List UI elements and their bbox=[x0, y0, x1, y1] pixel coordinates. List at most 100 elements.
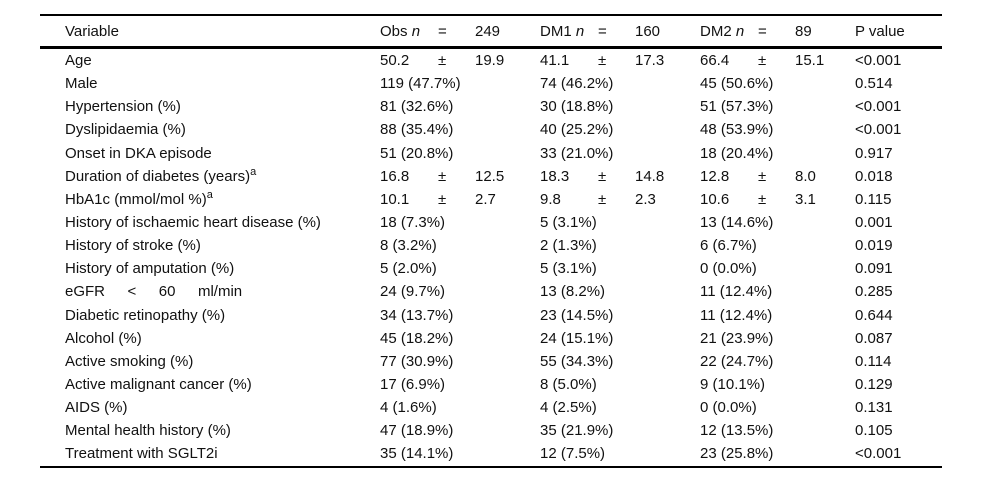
group-count-dm2: 89 bbox=[795, 22, 812, 40]
cell-dm1: 55 (34.3%) bbox=[540, 352, 614, 370]
cell-dm2: 18 (20.4%) bbox=[700, 144, 774, 162]
table-header-row: Variable Obs n = 249 DM1 n = 160 DM2 n =… bbox=[40, 16, 942, 46]
group-name-dm2: DM2 n bbox=[700, 22, 745, 40]
sd-value: 12.5 bbox=[475, 167, 505, 185]
mean-value: 10.6 bbox=[700, 190, 730, 208]
cell-dm2: 9 (10.1%) bbox=[700, 376, 766, 394]
table-body: Age 50.2 ±19.9 41.1 ±17.3 66.4 ±15.1 <0.001 Male… bbox=[40, 49, 942, 466]
footnote-marker: a bbox=[206, 188, 213, 201]
cell-pvalue: 0.105 bbox=[855, 422, 893, 440]
cell-obs: 10.1 ±2.7 bbox=[380, 191, 540, 208]
sd-value: 8.0 bbox=[795, 167, 816, 185]
plus-minus-symbol: ± bbox=[438, 52, 447, 70]
cell-dm2: 23 (25.8%) bbox=[700, 445, 774, 463]
cell-dm2: 21 (23.9%) bbox=[700, 329, 774, 347]
mean-value: 9.8 bbox=[540, 190, 561, 208]
n-symbol: n bbox=[575, 22, 585, 40]
sd-value: 14.8 bbox=[635, 167, 665, 185]
cell-dm1: 74 (46.2%) bbox=[540, 75, 614, 93]
cell-obs: 119 (47.7%) bbox=[380, 75, 461, 93]
row-label: eGFR < 60 ml/min bbox=[65, 283, 243, 301]
cell-dm1: 5 (3.1%) bbox=[540, 260, 597, 278]
table-row: AIDS (%) 4 (1.6%) 4 (2.5%) 0 (0.0%) 0.131 bbox=[40, 396, 942, 419]
group-count-obs: 249 bbox=[475, 22, 501, 40]
cell-obs: 45 (18.2%) bbox=[380, 329, 454, 347]
plus-minus-symbol: ± bbox=[758, 167, 767, 185]
cell-obs: 5 (2.0%) bbox=[380, 260, 437, 278]
row-label: Dyslipidaemia (%) bbox=[65, 121, 186, 139]
table-row: Alcohol (%) 45 (18.2%) 24 (15.1%) 21 (23.9%… bbox=[40, 327, 942, 350]
cell-pvalue: <0.001 bbox=[855, 445, 902, 463]
row-label: Active malignant cancer (%) bbox=[65, 376, 252, 394]
mean-value: 50.2 bbox=[380, 52, 410, 70]
cell-pvalue: 0.018 bbox=[855, 167, 893, 185]
plus-minus-symbol: ± bbox=[758, 190, 767, 208]
cell-obs: 34 (13.7%) bbox=[380, 306, 454, 324]
cell-pvalue: 0.514 bbox=[855, 75, 893, 93]
mean-value: 12.8 bbox=[700, 167, 730, 185]
cell-pvalue: 0.285 bbox=[855, 283, 893, 301]
cell-dm1: 8 (5.0%) bbox=[540, 376, 597, 394]
cell-dm1: 4 (2.5%) bbox=[540, 399, 597, 417]
table-row: Mental health history (%) 47 (18.9%) 35 (2… bbox=[40, 419, 942, 442]
row-label: Hypertension (%) bbox=[65, 98, 181, 116]
table-row: History of stroke (%) 8 (3.2%) 2 (1.3%) 6 (… bbox=[40, 234, 942, 257]
cell-pvalue: 0.091 bbox=[855, 260, 893, 278]
table-top-rule bbox=[40, 14, 942, 16]
cell-pvalue: <0.001 bbox=[855, 121, 902, 139]
table-row: Active malignant cancer (%) 17 (6.9%) 8 (5… bbox=[40, 373, 942, 396]
cell-dm2: 6 (6.7%) bbox=[700, 237, 757, 255]
cell-obs: 4 (1.6%) bbox=[380, 399, 437, 417]
table-row: Hypertension (%) 81 (32.6%) 30 (18.8%) 51 (… bbox=[40, 95, 942, 118]
sd-value: 2.3 bbox=[635, 190, 656, 208]
cell-dm2: 51 (57.3%) bbox=[700, 98, 774, 116]
cell-pvalue: 0.115 bbox=[855, 190, 892, 208]
table-row: Treatment with SGLT2i 35 (14.1%) 12 (7.5%)… bbox=[40, 442, 942, 465]
cell-dm1: 23 (14.5%) bbox=[540, 306, 614, 324]
cell-dm2: 12 (13.5%) bbox=[700, 422, 774, 440]
row-label: AIDS (%) bbox=[65, 399, 128, 417]
sd-value: 17.3 bbox=[635, 52, 665, 70]
cell-obs: 17 (6.9%) bbox=[380, 376, 446, 394]
table-row: History of ischaemic heart disease (%) 18… bbox=[40, 211, 942, 234]
group-count-dm1: 160 bbox=[635, 22, 661, 40]
cell-dm1: 12 (7.5%) bbox=[540, 445, 606, 463]
cell-dm1: 35 (21.9%) bbox=[540, 422, 614, 440]
table-row: Active smoking (%) 77 (30.9%) 55 (34.3%) 22… bbox=[40, 350, 942, 373]
cell-obs: 18 (7.3%) bbox=[380, 214, 446, 232]
cell-dm1: 30 (18.8%) bbox=[540, 98, 614, 116]
table-row: History of amputation (%) 5 (2.0%) 5 (3.1%… bbox=[40, 257, 942, 280]
row-label: HbA1c (mmol/mol %)a bbox=[65, 188, 213, 208]
equals-sign: = bbox=[758, 22, 767, 40]
group-name-dm1: DM1 n bbox=[540, 22, 585, 40]
table-row: Dyslipidaemia (%) 88 (35.4%) 40 (25.2%) 48 … bbox=[40, 118, 942, 141]
cell-pvalue: 0.644 bbox=[855, 306, 893, 324]
cell-dm2: 11 (12.4%) bbox=[700, 283, 773, 301]
row-label: Onset in DKA episode bbox=[65, 144, 212, 162]
cell-obs: 16.8 ±12.5 bbox=[380, 168, 540, 185]
sd-value: 19.9 bbox=[475, 52, 505, 70]
row-label: History of ischaemic heart disease (%) bbox=[65, 214, 321, 232]
row-label: Treatment with SGLT2i bbox=[65, 445, 218, 463]
cell-pvalue: 0.114 bbox=[855, 352, 892, 370]
sd-value: 15.1 bbox=[795, 52, 825, 70]
cell-obs: 77 (30.9%) bbox=[380, 352, 454, 370]
mean-value: 16.8 bbox=[380, 167, 410, 185]
cell-dm2: 0 (0.0%) bbox=[700, 399, 757, 417]
footnote-marker: a bbox=[250, 165, 257, 178]
cell-pvalue: 0.087 bbox=[855, 329, 893, 347]
cell-dm2: 10.6 ±3.1 bbox=[700, 191, 855, 208]
table-row: Age 50.2 ±19.9 41.1 ±17.3 66.4 ±15.1 <0.001 bbox=[40, 49, 942, 72]
row-label: History of stroke (%) bbox=[65, 237, 201, 255]
cell-dm2: 66.4 ±15.1 bbox=[700, 52, 855, 69]
cell-pvalue: 0.131 bbox=[855, 399, 893, 417]
cell-dm2: 45 (50.6%) bbox=[700, 75, 774, 93]
cell-pvalue: 0.019 bbox=[855, 237, 893, 255]
equals-sign: = bbox=[598, 22, 607, 40]
mean-value: 41.1 bbox=[540, 52, 570, 70]
n-symbol: n bbox=[411, 22, 421, 40]
row-label: Male bbox=[65, 75, 98, 93]
plus-minus-symbol: ± bbox=[598, 52, 607, 70]
header-separator-rule bbox=[40, 46, 942, 49]
